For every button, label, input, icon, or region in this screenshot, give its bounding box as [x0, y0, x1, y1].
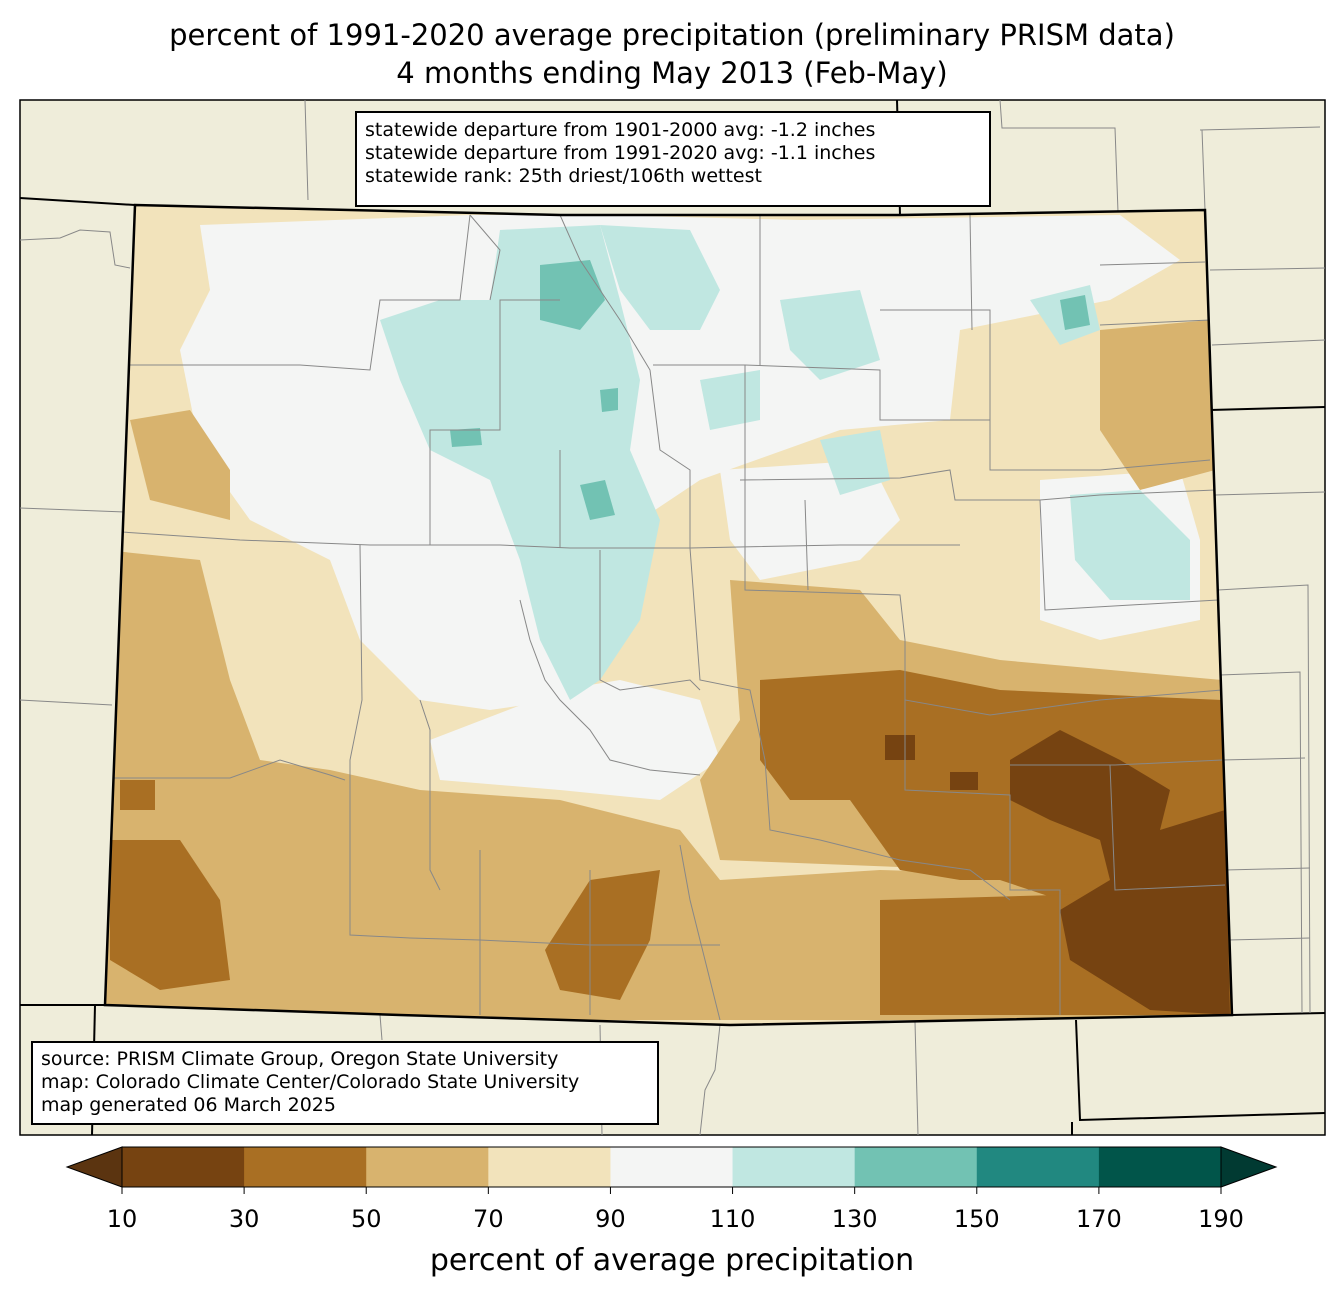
colorbar	[65, 1146, 1278, 1194]
colorbar-bin	[854, 1147, 978, 1187]
stats-line-1: statewide departure from 1901-2000 avg: …	[365, 119, 876, 141]
colorbar-under-arrow	[65, 1146, 123, 1188]
county-lines	[110, 214, 1226, 1021]
source-line-3: map generated 06 March 2025	[41, 1094, 336, 1116]
colorbar-tick-label: 90	[595, 1205, 626, 1233]
statewide-stats-box: statewide departure from 1901-2000 avg: …	[355, 111, 991, 207]
colorbar-tick-label: 110	[709, 1205, 756, 1233]
colorbar-tick-label: 70	[473, 1205, 504, 1233]
precipitation-field	[105, 205, 1232, 1025]
map-title-line2: 4 months ending May 2013 (Feb-May)	[396, 56, 948, 90]
colorbar-bin	[1098, 1147, 1222, 1187]
colorbar-bin	[488, 1147, 611, 1187]
colorbar-bin	[122, 1147, 245, 1187]
colorbar-frame	[121, 1146, 1222, 1188]
colorbar-bin	[610, 1147, 734, 1187]
stats-line-2: statewide departure from 1991-2020 avg: …	[365, 142, 876, 164]
colorbar-bin	[366, 1147, 489, 1187]
colorbar-tick-label: 190	[1198, 1205, 1244, 1233]
stats-line-3: statewide rank: 25th driest/106th wettes…	[365, 165, 762, 187]
colorado-border	[103, 203, 1234, 1027]
colorbar-tick-label: 150	[953, 1205, 1000, 1233]
colorbar-bin	[732, 1147, 856, 1187]
colorbar-bin	[976, 1147, 1100, 1187]
source-line-2: map: Colorado Climate Center/Colorado St…	[41, 1071, 580, 1093]
colorbar-label: percent of average precipitation	[429, 1243, 915, 1278]
colorbar-tick-label: 10	[106, 1205, 138, 1233]
colorbar-over-arrow	[1220, 1146, 1278, 1188]
colorbar-tick-label: 50	[350, 1205, 382, 1233]
colorbar-tick-label: 30	[228, 1205, 260, 1233]
colorbar-bin	[244, 1147, 367, 1187]
source-line-1: source: PRISM Climate Group, Oregon Stat…	[41, 1048, 559, 1070]
colorbar-tick-label: 170	[1075, 1205, 1122, 1233]
source-box: source: PRISM Climate Group, Oregon Stat…	[31, 1041, 659, 1125]
map-title-line1: percent of 1991-2020 average precipitati…	[169, 18, 1175, 52]
colorbar-tick-label: 130	[831, 1205, 878, 1233]
